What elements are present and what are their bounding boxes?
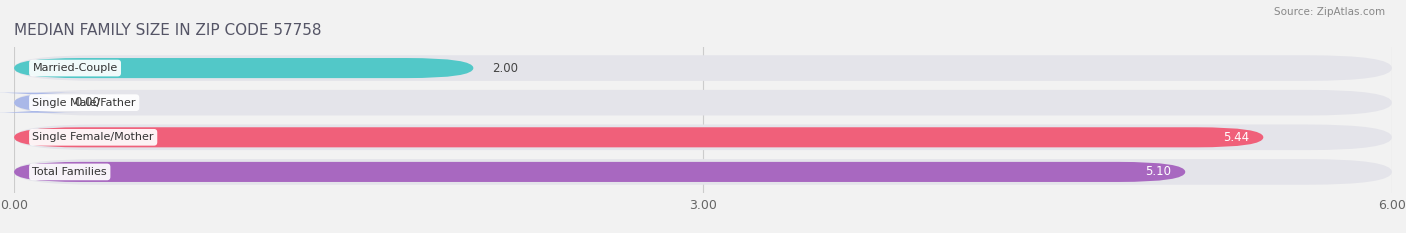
Text: Single Female/Mother: Single Female/Mother <box>32 132 153 142</box>
FancyBboxPatch shape <box>14 124 1392 150</box>
Text: 2.00: 2.00 <box>492 62 517 75</box>
Text: Married-Couple: Married-Couple <box>32 63 118 73</box>
FancyBboxPatch shape <box>0 93 80 113</box>
Text: Single Male/Father: Single Male/Father <box>32 98 136 108</box>
Text: 5.10: 5.10 <box>1146 165 1171 178</box>
Text: 5.44: 5.44 <box>1223 131 1250 144</box>
FancyBboxPatch shape <box>14 90 1392 116</box>
Text: Total Families: Total Families <box>32 167 107 177</box>
FancyBboxPatch shape <box>14 55 1392 81</box>
FancyBboxPatch shape <box>14 159 1392 185</box>
Text: 0.00: 0.00 <box>73 96 100 109</box>
Text: Source: ZipAtlas.com: Source: ZipAtlas.com <box>1274 7 1385 17</box>
FancyBboxPatch shape <box>14 58 474 78</box>
FancyBboxPatch shape <box>14 162 1185 182</box>
Text: MEDIAN FAMILY SIZE IN ZIP CODE 57758: MEDIAN FAMILY SIZE IN ZIP CODE 57758 <box>14 24 322 38</box>
FancyBboxPatch shape <box>14 127 1264 147</box>
